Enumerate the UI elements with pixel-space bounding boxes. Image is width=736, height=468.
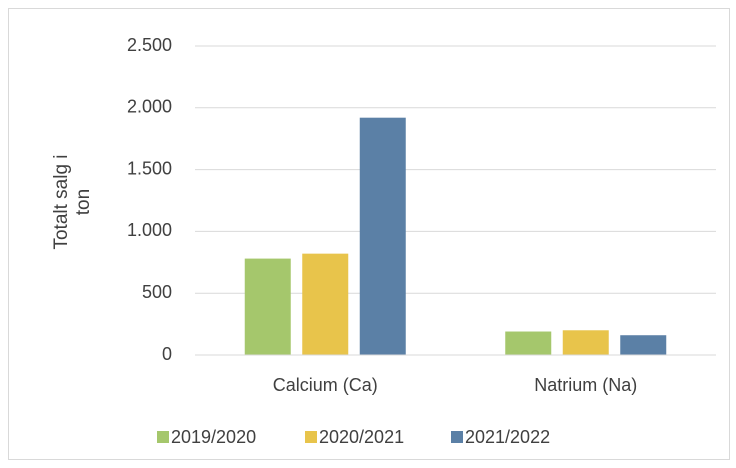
y-tick-label: 2.500	[127, 35, 172, 55]
bar	[359, 117, 406, 355]
legend-label: 2021/2022	[465, 427, 550, 447]
bar	[562, 330, 609, 355]
bar	[302, 253, 349, 355]
legend-label: 2019/2020	[171, 427, 256, 447]
y-axis-label: Totalt salg i ton	[51, 154, 94, 250]
x-tick-label: Natrium (Na)	[534, 375, 637, 395]
y-tick-label: 1.500	[127, 158, 172, 178]
legend-label: 2020/2021	[319, 427, 404, 447]
legend-swatch	[451, 431, 463, 443]
bar	[244, 258, 291, 355]
legend-swatch	[305, 431, 317, 443]
y-tick-label: 2.000	[127, 97, 172, 117]
y-tick-label: 0	[162, 344, 172, 364]
bar	[505, 331, 552, 355]
bar	[620, 335, 667, 355]
x-tick-label: Calcium (Ca)	[273, 375, 378, 395]
legend-swatch	[157, 431, 169, 443]
y-tick-label: 500	[142, 282, 172, 302]
y-tick-label: 1.000	[127, 220, 172, 240]
